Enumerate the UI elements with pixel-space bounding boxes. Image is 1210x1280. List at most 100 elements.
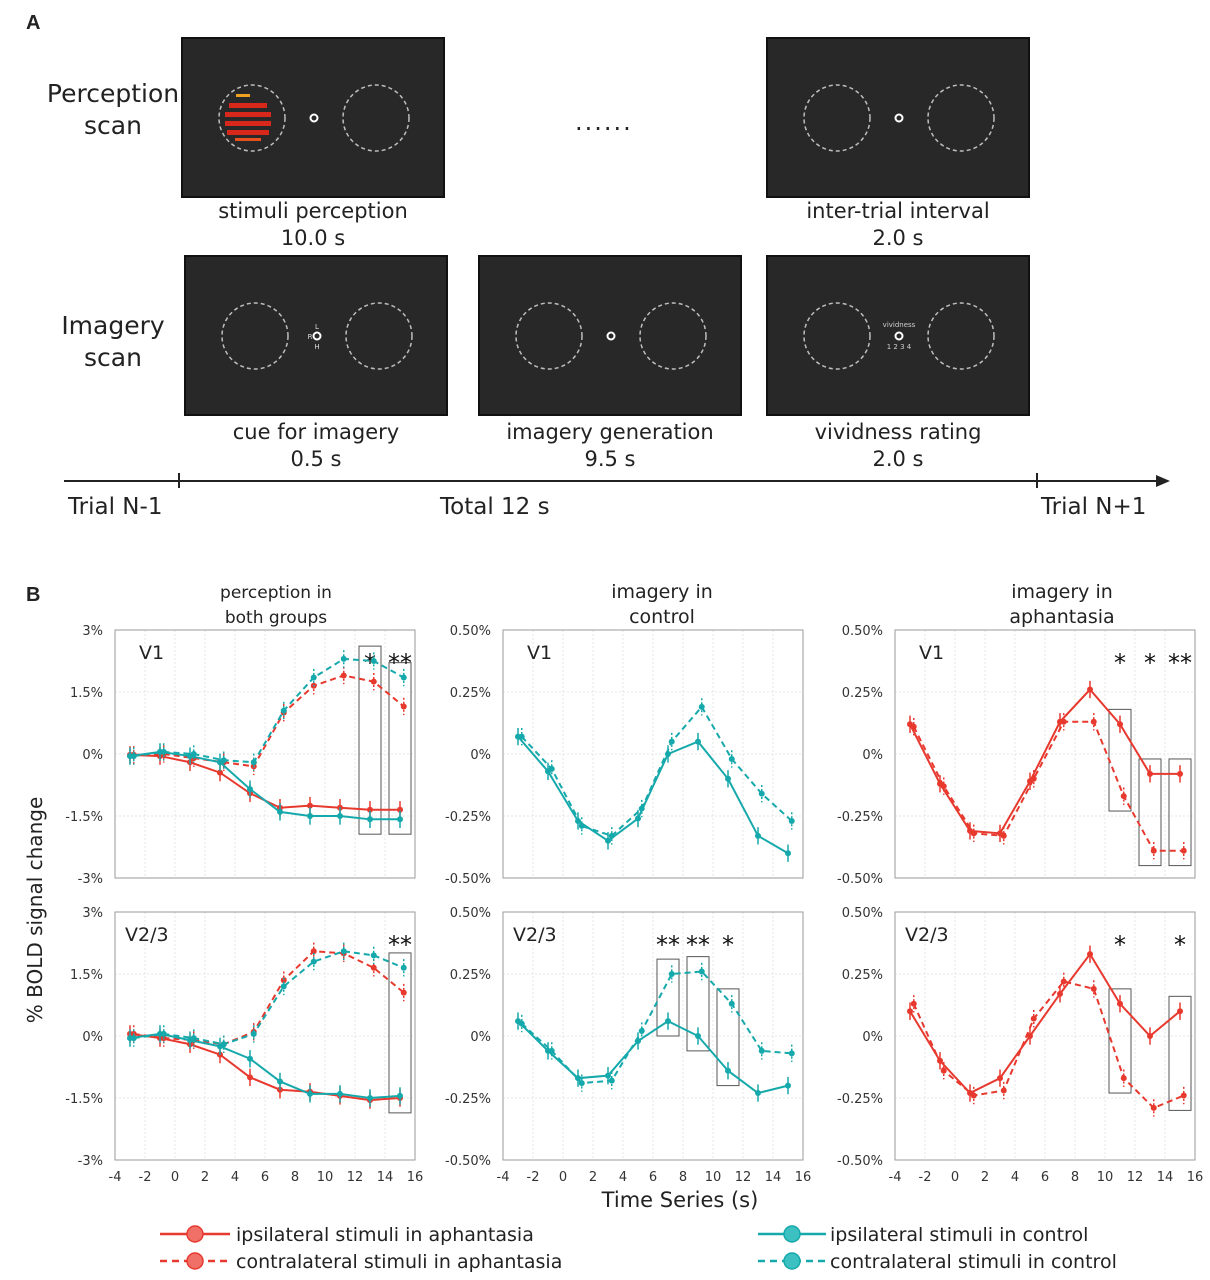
column-title-2-line2: control [629, 606, 695, 628]
data-point [1027, 1033, 1033, 1039]
region-label: V2/3 [905, 924, 949, 946]
subplot-1: 3%1.5%0%-1.5%-3%V1 * ** [65, 624, 416, 887]
legend-label: contralateral stimuli in aphantasia [236, 1251, 562, 1273]
x-tick-label: -4 [889, 1170, 902, 1185]
legend-marker [186, 1225, 204, 1243]
column-title-3-line2: aphantasia [1009, 606, 1114, 628]
caption-text: vividness rating [814, 420, 982, 444]
legend-label: contralateral stimuli in control [830, 1251, 1117, 1273]
y-tick-label: 0.50% [450, 906, 491, 921]
data-point [277, 808, 283, 815]
fixation-dot [309, 113, 319, 123]
data-point [1147, 770, 1153, 777]
x-tick-label: 4 [619, 1170, 627, 1185]
y-tick-label: 0% [470, 1030, 491, 1045]
data-point [160, 748, 167, 755]
data-point [755, 832, 761, 839]
data-point [635, 815, 641, 822]
series-line [517, 735, 789, 855]
data-point [970, 1092, 977, 1099]
data-point [1177, 770, 1183, 777]
significance-marker: * [1144, 649, 1156, 677]
cue-letter-left: R [308, 333, 313, 341]
plot-frame [894, 911, 1196, 1161]
data-point [280, 707, 287, 714]
right-aperture [639, 302, 707, 370]
y-tick-label: 0.25% [842, 968, 883, 983]
data-point [397, 1092, 403, 1099]
data-point [370, 658, 377, 664]
y-tick-label: 3% [82, 906, 103, 921]
data-point [548, 765, 555, 772]
x-tick-label: 16 [795, 1170, 812, 1185]
x-tick-label: 10 [705, 1170, 722, 1185]
region-label: V1 [527, 642, 552, 664]
x-tick-label: 6 [649, 1170, 657, 1185]
legend: ipsilateral stimuli in aphantasia contra… [160, 1224, 1117, 1273]
data-point [367, 1095, 373, 1101]
series-dashed [518, 698, 795, 845]
x-tick-label: 10 [317, 1170, 334, 1185]
grating-stimulus-icon [225, 94, 271, 141]
series-line [129, 750, 400, 821]
y-tick-label: -1.5% [65, 1092, 103, 1107]
x-tick-label: 8 [679, 1170, 687, 1185]
series-line [521, 705, 793, 837]
vividness-screen: vividness 1 2 3 4 [766, 255, 1030, 416]
data-point [728, 755, 735, 762]
data-point [940, 783, 947, 790]
data-point [788, 1050, 795, 1057]
data-point [310, 958, 317, 965]
y-tick-label: -0.50% [837, 1154, 883, 1169]
series-line [133, 657, 405, 764]
series-dashed [518, 962, 795, 1092]
data-point [1090, 718, 1097, 725]
data-point [940, 1067, 947, 1074]
data-point [397, 816, 403, 823]
y-tick-label: 1.5% [70, 968, 103, 983]
data-point [247, 786, 253, 793]
data-point [698, 968, 705, 975]
data-point [220, 1041, 227, 1048]
y-tick-label: 0.50% [842, 624, 883, 639]
imagery-label-line2: scan [84, 343, 142, 372]
data-point [548, 1047, 555, 1054]
data-point [250, 759, 257, 766]
series-line [129, 1032, 401, 1102]
panel-a-letter: A [26, 12, 41, 34]
data-point [1150, 847, 1157, 854]
data-point [220, 757, 227, 764]
right-aperture [927, 84, 995, 152]
x-tick-label: -2 [139, 1170, 152, 1185]
data-point [1150, 1104, 1157, 1111]
y-tick-label: 0.25% [450, 686, 491, 701]
data-point [190, 751, 197, 757]
data-point [785, 850, 791, 857]
plot-frame [502, 629, 804, 879]
inter-trial-caption: inter-trial interval 2.0 s [766, 198, 1030, 252]
timeline-arrow-icon [1156, 475, 1170, 487]
legend-item-ipsi-aphantasia: ipsilateral stimuli in aphantasia [160, 1224, 534, 1246]
data-point [247, 1074, 253, 1081]
y-tick-label: -3% [78, 872, 103, 887]
data-point [400, 964, 407, 971]
plot-frame [502, 911, 804, 1161]
caption-duration: 9.5 s [584, 447, 636, 471]
data-point [970, 830, 977, 837]
left-aperture [218, 84, 286, 152]
column-title-1-line1: perception in [220, 583, 332, 603]
y-tick-label: -0.25% [837, 1092, 883, 1107]
x-tick-label: 0 [171, 1170, 179, 1185]
legend-marker [783, 1225, 801, 1243]
significance-box [388, 662, 412, 835]
data-point [1177, 1008, 1183, 1015]
data-point [725, 775, 731, 782]
y-tick-label: -0.50% [445, 872, 491, 887]
perception-label-line1: Perception [46, 79, 180, 108]
column-title-2-line1: imagery in [611, 581, 713, 603]
data-point [695, 738, 701, 745]
fixation-dot [894, 113, 904, 123]
timeline-center-label: Total 12 s [440, 494, 550, 520]
significance-box [1168, 758, 1192, 867]
vividness-prompt: vividness [883, 321, 916, 329]
